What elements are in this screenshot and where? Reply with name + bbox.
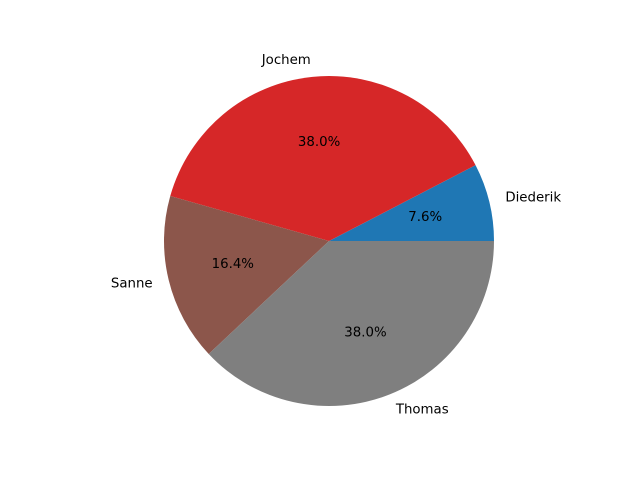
- pie-slice-jochem: [170, 75, 476, 241]
- pie-pct-label-diederik: 7.6%: [408, 210, 442, 225]
- pie-pct-label-jochem: 38.0%: [298, 135, 340, 150]
- pie-label-diederik: Diederik: [505, 191, 561, 206]
- pie-slice-diederik: [329, 165, 494, 241]
- pie-slice-sanne: [163, 195, 329, 354]
- pie-label-jochem: Jochem: [261, 53, 311, 68]
- pie-label-sanne: Sanne: [111, 276, 153, 291]
- pie-slices: [163, 75, 495, 407]
- pie-pct-label-thomas: 38.0%: [344, 326, 386, 341]
- pie-label-thomas: Thomas: [395, 402, 449, 417]
- pie-slice-thomas: [208, 241, 495, 407]
- pie-pct-label-sanne: 16.4%: [212, 257, 254, 272]
- pie-labels: Diederik 7.6% Jochem 38.0% Sanne 16.4% Thomas 3…: [111, 53, 561, 417]
